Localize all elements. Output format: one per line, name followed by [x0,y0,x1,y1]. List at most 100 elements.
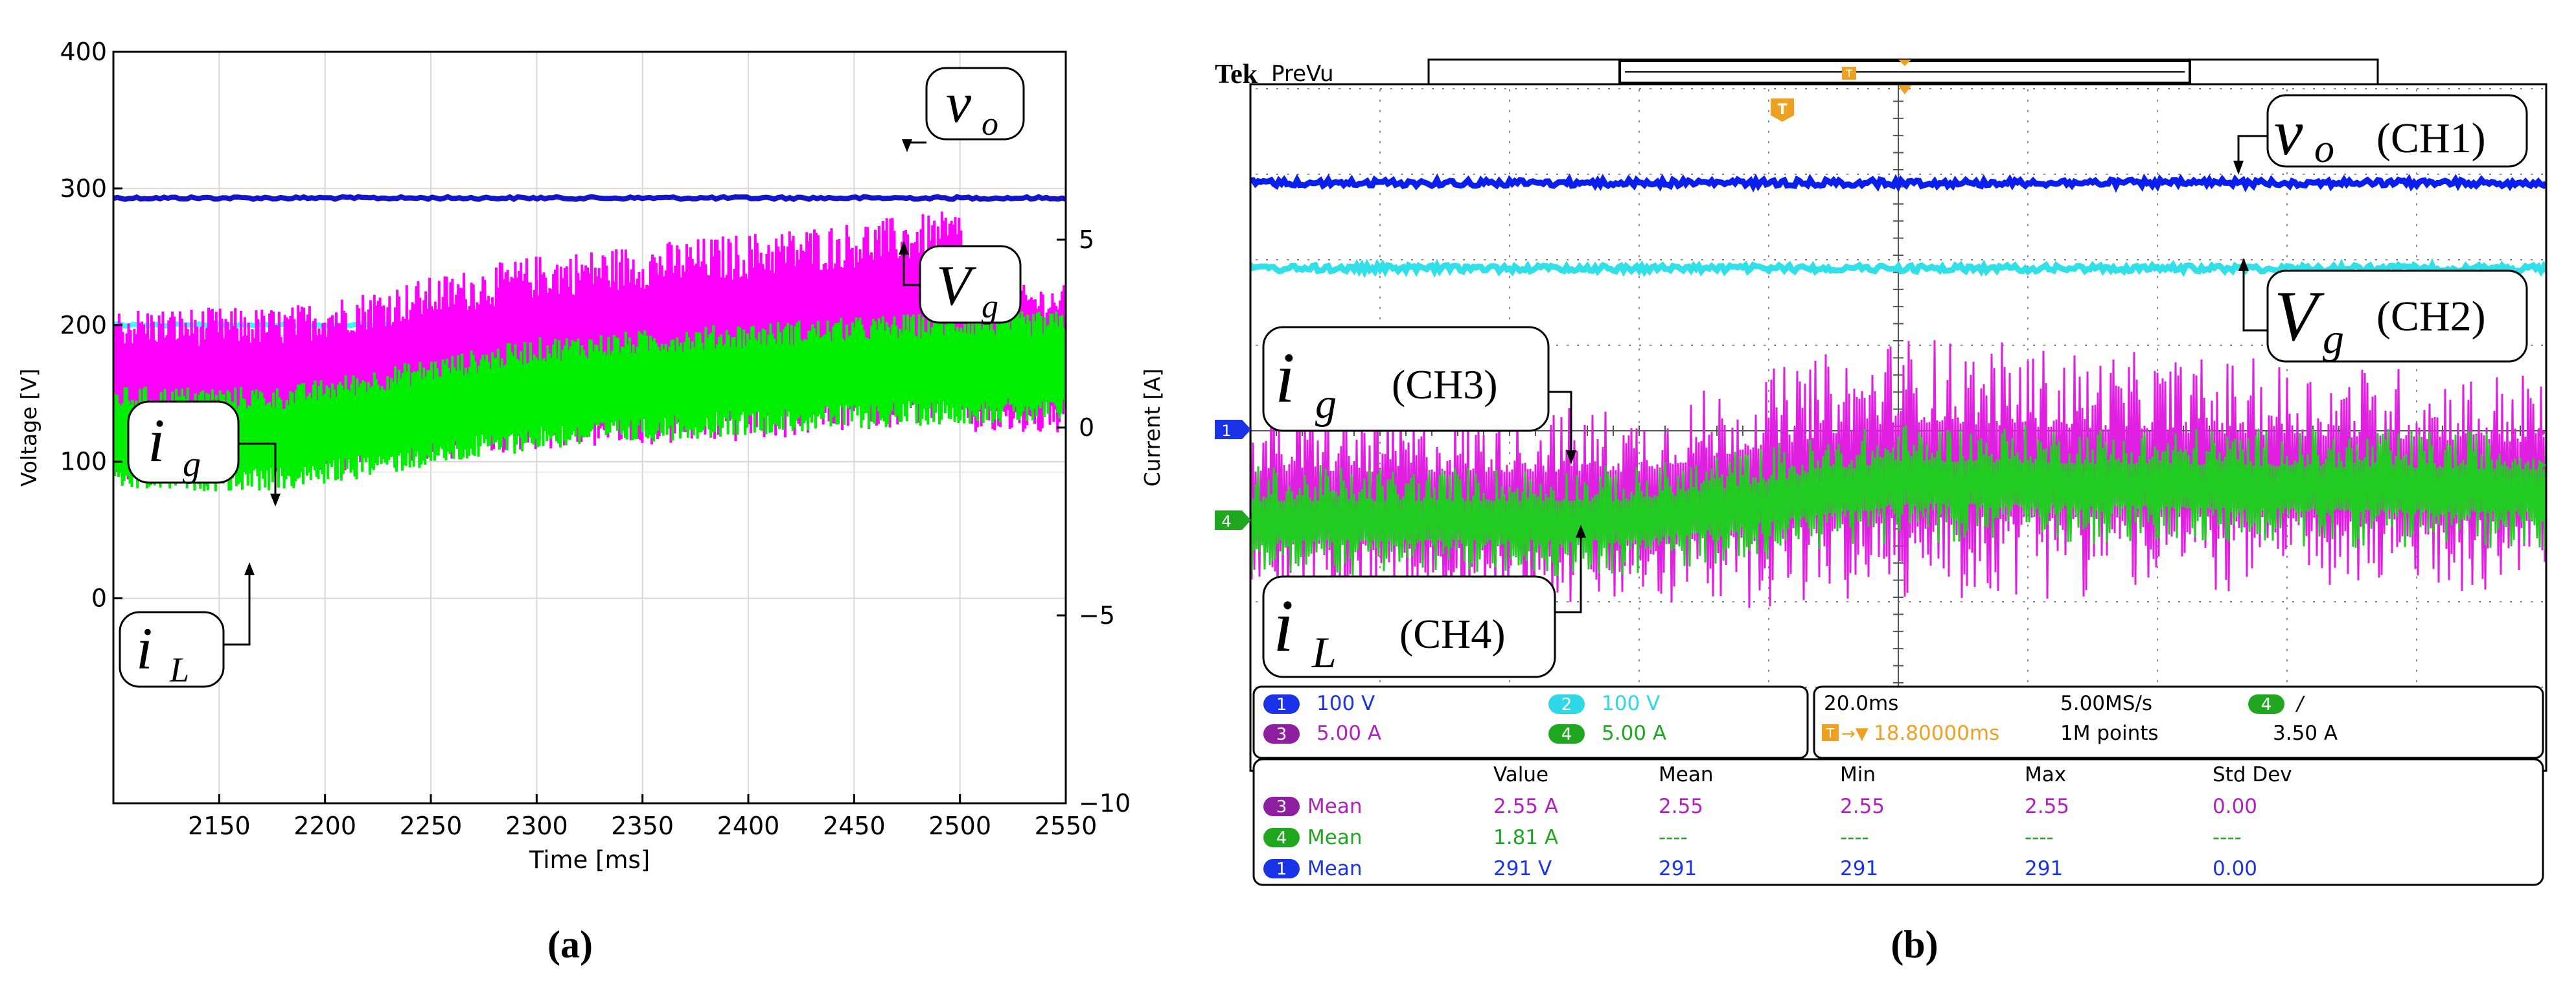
scope-annotation-ig-sub: g [1315,380,1337,428]
annotation-vo-var: v [946,72,972,135]
a-ytick-right-label: 0 [1079,413,1094,442]
scope-annotation-il-sub: L [1311,628,1337,677]
annotation-vg: V g [899,241,1022,325]
annotation-vg-sub: g [982,288,998,325]
a-ytick-label: 100 [60,448,107,476]
channel-setting-3: 3 5.00 A [1263,722,1381,745]
scope-trace-ch4 [1250,424,2546,577]
annotation-ig-sub: g [183,444,201,485]
trigger-marker: T [1771,98,1794,122]
timebase-scale: 20.0ms [1824,692,1898,715]
a-trace-vo [113,194,1066,203]
meas-header: Mean [1659,763,1713,786]
scope-annotation-vg-sub: g [2323,315,2344,363]
a-ytick-label: 0 [91,584,107,613]
svg-text:T: T [1777,102,1787,118]
scope-annotation-ig-ch: (CH3) [1392,361,1498,407]
trigger-slope: / [2295,692,2305,715]
meas-header: Value [1493,763,1548,786]
meas-row: 1 Mean 291 V 291 291 291 0.00 [1263,857,2257,880]
meas-badge: 1 [1276,860,1287,879]
annotation-il: i L [119,562,255,689]
meas-row: 4 Mean 1.81 A ---- ---- ---- ---- [1263,826,2242,849]
sample-rate: 5.00MS/s [2060,692,2152,715]
meas-cell: 291 [2025,857,2063,880]
panel-a-chart: 2150 2200 2250 2300 2350 2400 2450 2500 2550 0 100… [16,38,1165,966]
scope-annotation-vg-var: V [2274,277,2325,356]
channel-badge: 3 [1276,725,1287,744]
scope-annotation-ig: i g (CH3) [1262,326,1576,464]
meas-cell: 291 [1659,857,1697,880]
meas-label: Mean [1307,826,1362,849]
ch4-ground-marker: 4 [1215,510,1251,531]
record-length: 1M points [2060,722,2159,745]
annotation-il-sub: L [169,650,189,689]
trigger-position-label: T →▼ 18.80000ms [1822,722,1999,745]
meas-cell: 0.00 [2213,857,2257,880]
scope-annotation-il: i L (CH4) [1262,525,1586,678]
ch1-ground-marker: 1 [1215,420,1251,440]
channel-scale-value: 100 V [1317,692,1375,715]
channel-setting-1: 1 100 V [1263,692,1375,715]
meas-header: Std Dev [2213,763,2292,786]
scope-mode: PreVu [1271,61,1334,87]
annotation-il-var: i [136,615,153,681]
svg-text:4: 4 [1221,512,1231,531]
annotation-vg-var: V [936,255,977,317]
meas-row: 3 Mean 2.55 A 2.55 2.55 2.55 0.00 [1263,795,2257,818]
panel-a-ylabel-right: Current [A] [1140,369,1165,487]
trigger-top-arrow [1898,60,1911,66]
channel-scale-value: 100 V [1602,692,1660,715]
svg-text:T: T [1826,726,1835,741]
meas-badge: 4 [1276,829,1287,848]
scope-trace-ch2 [1250,258,2546,279]
scope-annotation-il-var: i [1273,585,1294,667]
svg-text:1: 1 [1221,422,1231,440]
trigger-source-badge: 4 [2248,694,2284,715]
scope-annotation-vg: V g (CH2) [2238,258,2528,363]
meas-cell: 2.55 [2025,795,2069,818]
scope-annotation-vo-ch: (CH1) [2376,115,2486,162]
meas-label: Mean [1307,857,1362,880]
meas-header: Max [2025,763,2066,786]
meas-cell: 0.00 [2213,795,2257,818]
a-xtick-label: 2200 [293,812,356,840]
a-ytick-right-label: −5 [1079,601,1115,630]
annotation-ig-var: i [148,406,165,475]
trigger-position-arrow [1898,86,1911,95]
panel-a-ticks: 2150 2200 2250 2300 2350 2400 2450 2500 2550 0 100… [60,38,1131,840]
meas-cell: 291 V [1493,857,1552,880]
meas-header: Min [1840,763,1876,786]
panel-a-label: (a) [547,923,593,966]
scope-annotation-vo: v o (CH1) [2233,94,2528,175]
a-xtick-label: 2350 [611,812,674,840]
scope-annotation-vg-ch: (CH2) [2376,293,2486,340]
channel-scale-value: 5.00 A [1602,722,1666,745]
a-ytick-label: 400 [60,38,107,66]
panel-a-xlabel: Time [ms] [529,846,650,874]
svg-text:→▼: →▼ [1841,724,1869,744]
a-xtick-label: 2250 [400,812,463,840]
channel-setting-2: 2 100 V [1548,692,1660,715]
meas-cell: ---- [1840,826,1869,849]
a-xtick-label: 2300 [505,812,568,840]
meas-label: Mean [1307,795,1362,818]
panel-b-oscilloscope: Tek PreVu T T 1 4 [1215,58,2547,966]
scope-annotation-vo-var: v [2274,97,2303,168]
a-ytick-label: 300 [60,174,107,203]
channel-badge: 1 [1276,695,1287,715]
scope-trace-ch1 [1250,173,2546,193]
panel-a-ylabel: Voltage [V] [16,369,41,487]
a-xtick-label: 2500 [928,812,991,840]
a-xtick-label: 2150 [188,812,251,840]
meas-cell: 1.81 A [1493,826,1558,849]
trigger-marker-top: T [1842,67,1856,80]
channel-setting-4: 4 5.00 A [1548,722,1666,745]
meas-cell: 2.55 A [1493,795,1558,818]
svg-text:T: T [1845,67,1852,80]
channel-scale-value: 5.00 A [1317,722,1381,745]
meas-cell: ---- [2025,826,2054,849]
annotation-vo-sub: o [982,106,998,143]
annotation-ig: i g [127,400,281,507]
